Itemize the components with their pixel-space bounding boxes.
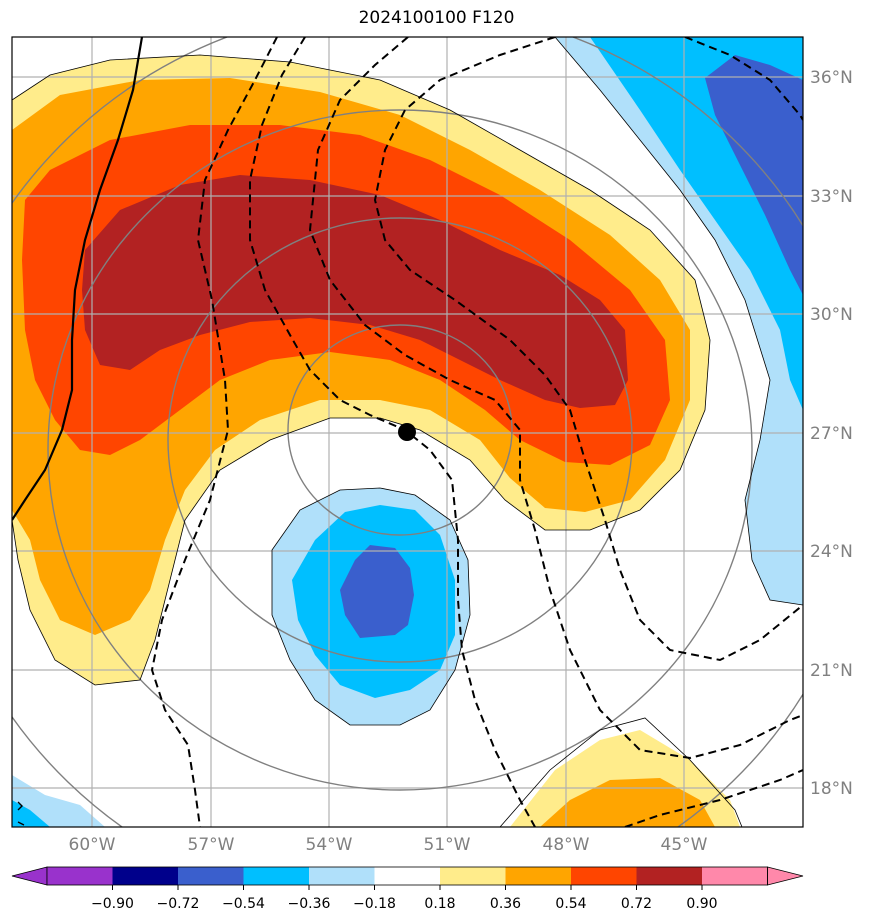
central-negative-anomaly [272,488,470,725]
lat-label: 24°N [810,542,853,562]
map-title: 2024100100 F120 [358,8,515,28]
colorbar-tick-label: −0.54 [222,896,265,912]
colorbar-frame [46,866,768,886]
colorbar-tick-label: −0.36 [288,896,331,912]
gray-contours [12,37,803,827]
map-area [12,37,803,827]
colorbar-segment [505,867,571,885]
dashed-contours [150,37,803,827]
colorbar-segment [571,867,637,885]
colorbar-segment [47,867,113,885]
colorbar-tick-label: 0.54 [555,896,586,912]
lat-label: 21°N [810,661,853,681]
longitude-labels: 60°W 57°W 54°W 51°W 48°W 45°W [69,835,708,855]
fill-level-0.72 [82,175,628,408]
lon-label: 51°W [424,835,471,855]
lon-label: 48°W [543,835,590,855]
colorbar-tick-label: 0.36 [490,896,521,912]
colorbar-tick-label: −0.18 [353,896,396,912]
colorbar-tick-label: 0.90 [686,896,717,912]
lon-label: 57°W [188,835,235,855]
colorbar-tick-label: 0.18 [424,896,455,912]
colorbar-ticks [112,885,703,890]
colorbar-tick-label: −0.72 [157,896,200,912]
lat-label: 18°N [810,779,853,799]
colorbar-segment [178,867,244,885]
colorbar-tick-label: 0.72 [621,896,652,912]
southeast-positive-anomaly [510,730,740,827]
northeast-negative-anomaly [555,37,803,605]
map-frame [11,36,804,828]
lat-label: 33°N [810,187,853,207]
gridlines [12,37,803,827]
colorbar-segment [702,867,768,885]
colorbar-segment [112,867,178,885]
solid-contour [12,37,144,521]
colorbar: −0.90 −0.72 −0.54 −0.36 −0.18 0.18 0.36 … [11,866,804,912]
lon-label: 45°W [661,835,708,855]
shading-outlines [12,37,803,827]
colorbar-segment [440,867,506,885]
lon-label: 60°W [69,835,116,855]
small-contour-loop [17,801,25,826]
colorbar-extend-low [11,866,48,886]
colorbar-segment [243,867,309,885]
lat-label: 30°N [810,305,853,325]
colorbar-tick-label: −0.90 [91,896,134,912]
lat-label: 27°N [810,424,853,444]
colorbar-segment [309,867,375,885]
colorbar-extend-high [767,866,804,886]
latitude-labels: 36°N 33°N 30°N 27°N 24°N 21°N 18°N [810,68,853,799]
colorbar-segment [374,867,440,885]
positive-anomaly-band [12,55,710,685]
lat-label: 36°N [810,68,853,88]
colorbar-segment [636,867,702,885]
lon-label: 54°W [306,835,353,855]
storm-center-marker [398,423,416,441]
